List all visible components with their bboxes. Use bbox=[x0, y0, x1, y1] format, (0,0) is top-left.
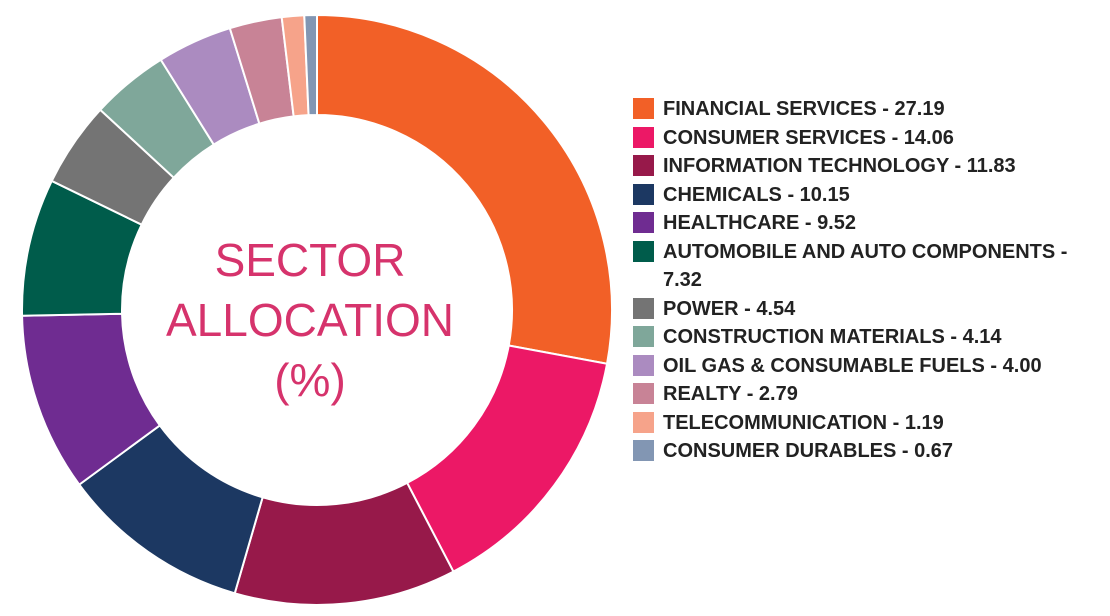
legend-swatch-1 bbox=[633, 98, 654, 119]
legend-label-9: OIL GAS & CONSUMABLE FUELS - 4.00 bbox=[663, 354, 1042, 377]
legend-swatch-10 bbox=[633, 383, 654, 404]
legend-swatch-6 bbox=[633, 240, 654, 262]
chart-legend: FINANCIAL SERVICES - 27.19 CONSUMER SERVI… bbox=[633, 95, 1108, 466]
legend-swatch-7 bbox=[633, 297, 654, 319]
legend-swatch-12 bbox=[633, 440, 654, 461]
legend-item-7: POWER - 4.54 bbox=[633, 295, 1108, 324]
legend-label-11: TELECOMMUNICATION - 1.19 bbox=[663, 411, 944, 434]
legend-item-8: CONSTRUCTION MATERIALS - 4.14 bbox=[633, 323, 1108, 352]
chart-title-line-1: SECTOR bbox=[214, 234, 406, 286]
legend-item-10: REALTY - 2.79 bbox=[633, 380, 1108, 409]
legend-label-5: HEALTHCARE - 9.52 bbox=[663, 212, 856, 234]
legend-label-10: REALTY - 2.79 bbox=[663, 383, 798, 405]
legend-label-2: CONSUMER SERVICES - 14.06 bbox=[663, 126, 954, 149]
legend-swatch-5 bbox=[633, 212, 654, 233]
donut-chart bbox=[21, 13, 613, 606]
legend-item-2: CONSUMER SERVICES - 14.06 bbox=[633, 124, 1108, 153]
legend-swatch-11 bbox=[633, 411, 654, 433]
chart-title-line-3: (%) bbox=[274, 354, 346, 406]
legend-swatch-2 bbox=[633, 126, 654, 148]
legend-swatch-9 bbox=[633, 354, 654, 376]
legend-item-9: OIL GAS & CONSUMABLE FUELS - 4.00 bbox=[633, 352, 1108, 381]
legend-swatch-4 bbox=[633, 183, 654, 205]
legend-item-3: INFORMATION TECHNOLOGY - 11.83 bbox=[633, 152, 1108, 181]
legend-label-1: FINANCIAL SERVICES - 27.19 bbox=[663, 98, 945, 120]
legend-label-8: CONSTRUCTION MATERIALS - 4.14 bbox=[663, 326, 1002, 348]
legend-item-4: CHEMICALS - 10.15 bbox=[633, 181, 1108, 210]
legend-item-5: HEALTHCARE - 9.52 bbox=[633, 209, 1108, 238]
legend-swatch-8 bbox=[633, 326, 654, 347]
legend-item-11: TELECOMMUNICATION - 1.19 bbox=[633, 409, 1108, 438]
pie-slice-12 bbox=[303, 13, 318, 117]
legend-swatch-3 bbox=[633, 155, 654, 176]
chart-title-line-2: ALLOCATION bbox=[166, 294, 454, 346]
legend-item-1: FINANCIAL SERVICES - 27.19 bbox=[633, 95, 1108, 124]
legend-label-7: POWER - 4.54 bbox=[663, 297, 796, 320]
legend-item-12: CONSUMER DURABLES - 0.67 bbox=[633, 437, 1108, 466]
legend-label-4: CHEMICALS - 10.15 bbox=[663, 183, 850, 206]
legend-label-3: INFORMATION TECHNOLOGY - 11.83 bbox=[663, 155, 1016, 177]
legend-item-6: AUTOMOBILE AND AUTO COMPONENTS - 7.32 bbox=[633, 238, 1108, 295]
pie-slice-1 bbox=[316, 13, 613, 365]
legend-label-6: AUTOMOBILE AND AUTO COMPONENTS - 7.32 bbox=[663, 240, 1068, 292]
legend-label-12: CONSUMER DURABLES - 0.67 bbox=[663, 440, 954, 462]
chart-title: SECTOR ALLOCATION (%) bbox=[130, 230, 490, 410]
